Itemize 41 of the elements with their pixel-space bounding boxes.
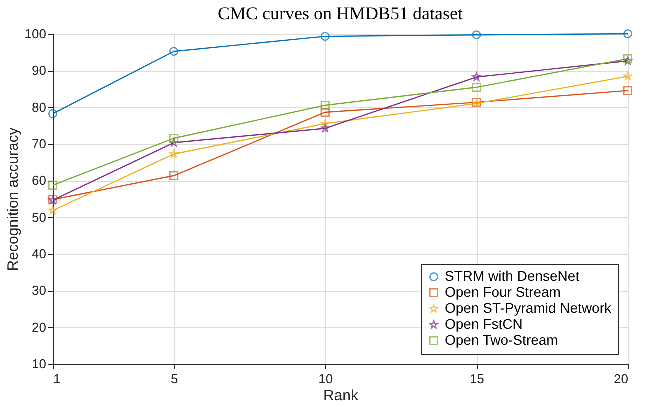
x-tick-label: 1 bbox=[54, 372, 61, 386]
y-tick-label: 70 bbox=[32, 136, 46, 152]
y-axis-title: Recognition accuracy bbox=[4, 127, 22, 272]
x-tick-label: 20 bbox=[614, 372, 628, 386]
chart-title: CMC curves on HMDB51 dataset bbox=[218, 4, 463, 24]
point bbox=[48, 180, 58, 190]
legend-label: Open ST-Pyramid Network bbox=[445, 300, 612, 316]
y-tick-label: 30 bbox=[32, 283, 46, 298]
y-tick-label: 50 bbox=[32, 210, 46, 225]
point bbox=[320, 32, 330, 42]
y-tick-label: 10 bbox=[32, 356, 46, 372]
y-tick-label: 60 bbox=[32, 173, 46, 188]
point bbox=[170, 134, 179, 144]
point bbox=[170, 150, 178, 158]
point bbox=[624, 56, 632, 65]
y-tick-label: 20 bbox=[32, 320, 46, 335]
point bbox=[623, 54, 633, 64]
point bbox=[623, 29, 633, 39]
x-tick-label: 5 bbox=[170, 372, 178, 386]
x-tick-label: 15 bbox=[470, 372, 484, 386]
point bbox=[472, 30, 482, 40]
y-tick-label: 90 bbox=[32, 63, 46, 78]
point bbox=[170, 171, 179, 180]
point bbox=[170, 138, 178, 147]
point bbox=[320, 100, 330, 110]
point bbox=[48, 109, 58, 118]
point bbox=[320, 108, 330, 117]
legend-label: Open Two-Stream bbox=[445, 332, 558, 348]
point bbox=[472, 72, 482, 82]
point bbox=[170, 47, 179, 56]
legend-label: STRM with DenseNet bbox=[445, 268, 580, 284]
point bbox=[623, 86, 633, 96]
legend-label: Open FstCN bbox=[445, 316, 523, 332]
point bbox=[48, 206, 58, 215]
x-axis-title: Rank bbox=[323, 388, 359, 404]
y-tick-label: 100 bbox=[24, 26, 46, 42]
point bbox=[472, 83, 482, 92]
y-tick-label: 80 bbox=[32, 100, 46, 115]
y-tick-label: 40 bbox=[32, 246, 46, 262]
legend-label: Open Four Stream bbox=[445, 284, 561, 300]
x-tick-label: 10 bbox=[318, 372, 334, 386]
